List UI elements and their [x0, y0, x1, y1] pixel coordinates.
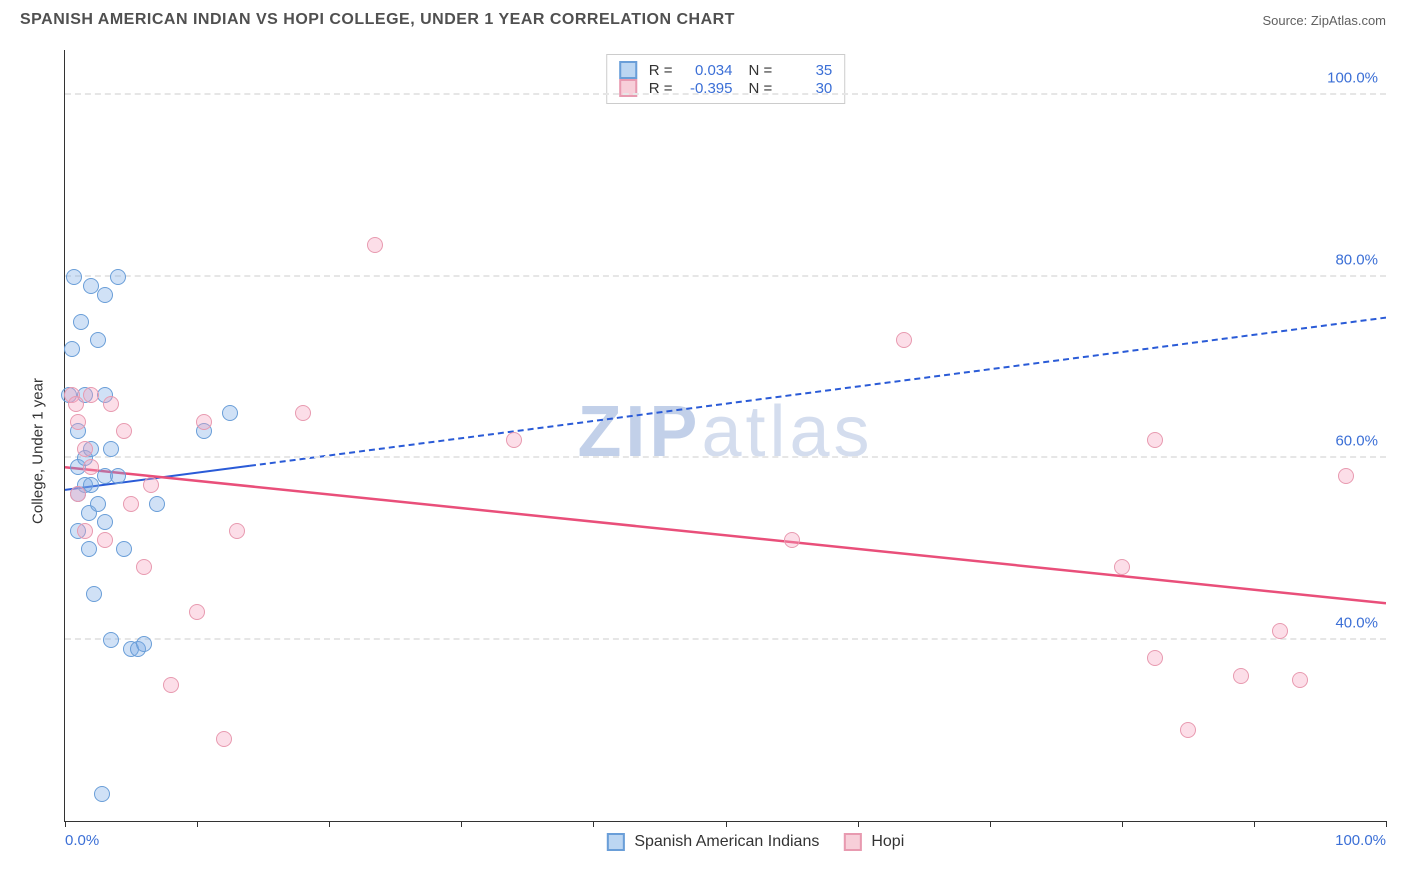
x-tick [990, 821, 991, 827]
scatter-point [1292, 672, 1308, 688]
scatter-point [70, 486, 86, 502]
n-label: N = [749, 62, 773, 79]
x-min-label: 0.0% [65, 832, 99, 849]
legend-item: Hopi [843, 833, 904, 851]
scatter-point [83, 459, 99, 475]
scatter-point [103, 441, 119, 457]
scatter-point [1272, 623, 1288, 639]
r-value: 0.034 [681, 62, 733, 79]
source-label: Source: ZipAtlas.com [1262, 13, 1386, 28]
x-tick [593, 821, 594, 827]
n-value: 35 [780, 62, 832, 79]
header: SPANISH AMERICAN INDIAN VS HOPI COLLEGE,… [0, 0, 1406, 40]
scatter-point [1338, 468, 1354, 484]
legend-series: Spanish American Indians Hopi [606, 833, 904, 851]
scatter-point [136, 559, 152, 575]
scatter-point [77, 441, 93, 457]
legend-stats: R =0.034N =35R =-0.395N =30 [606, 54, 846, 104]
x-tick [65, 821, 66, 827]
scatter-point [1147, 432, 1163, 448]
watermark-text-a: ZIP [577, 391, 701, 471]
trend-lines [65, 50, 1386, 821]
legend-swatch [619, 61, 637, 79]
scatter-point [97, 287, 113, 303]
x-max-label: 100.0% [1335, 832, 1386, 849]
x-tick [1386, 821, 1387, 827]
gridline [65, 275, 1386, 277]
scatter-point [784, 532, 800, 548]
scatter-point [66, 269, 82, 285]
scatter-point [68, 396, 84, 412]
r-label: R = [649, 62, 673, 79]
scatter-point [97, 514, 113, 530]
scatter-point [136, 636, 152, 652]
watermark: ZIPatlas [577, 390, 873, 472]
scatter-point [216, 731, 232, 747]
chart-title: SPANISH AMERICAN INDIAN VS HOPI COLLEGE,… [20, 11, 735, 29]
legend-stat-row: R = 0.034 N = 35 [619, 61, 833, 79]
scatter-point [110, 468, 126, 484]
scatter-point [163, 677, 179, 693]
gridline [65, 638, 1386, 640]
plot-area: ZIPatlas R =0.034N =35R =-0.395N =30 Spa… [64, 50, 1386, 822]
scatter-point [1147, 650, 1163, 666]
scatter-point [94, 786, 110, 802]
scatter-point [70, 414, 86, 430]
y-axis-label: College, Under 1 year [30, 378, 47, 524]
scatter-point [86, 586, 102, 602]
scatter-point [149, 496, 165, 512]
x-tick [329, 821, 330, 827]
scatter-point [229, 523, 245, 539]
scatter-point [367, 237, 383, 253]
legend-swatch [606, 833, 624, 851]
x-tick [726, 821, 727, 827]
y-tick-label: 60.0% [1335, 433, 1378, 450]
scatter-point [196, 414, 212, 430]
x-tick [1254, 821, 1255, 827]
legend-swatch [843, 833, 861, 851]
scatter-point [97, 532, 113, 548]
scatter-point [1180, 722, 1196, 738]
scatter-point [64, 341, 80, 357]
scatter-point [123, 496, 139, 512]
scatter-point [77, 523, 93, 539]
scatter-point [73, 314, 89, 330]
scatter-point [295, 405, 311, 421]
scatter-point [110, 269, 126, 285]
scatter-point [896, 332, 912, 348]
x-tick [1122, 821, 1123, 827]
scatter-point [116, 541, 132, 557]
x-tick [461, 821, 462, 827]
scatter-point [103, 396, 119, 412]
scatter-point [90, 496, 106, 512]
legend-label: Hopi [871, 833, 904, 851]
scatter-point [506, 432, 522, 448]
legend-label: Spanish American Indians [634, 833, 819, 851]
gridline [65, 456, 1386, 458]
gridline [65, 93, 1386, 95]
legend-item: Spanish American Indians [606, 833, 819, 851]
y-tick-label: 100.0% [1327, 70, 1378, 87]
chart-container: College, Under 1 year ZIPatlas R =0.034N… [44, 50, 1386, 852]
x-tick [858, 821, 859, 827]
scatter-point [90, 332, 106, 348]
x-tick [197, 821, 198, 827]
scatter-point [83, 387, 99, 403]
scatter-point [1233, 668, 1249, 684]
y-tick-label: 80.0% [1335, 251, 1378, 268]
scatter-point [81, 541, 97, 557]
scatter-point [116, 423, 132, 439]
y-tick-label: 40.0% [1335, 614, 1378, 631]
scatter-point [222, 405, 238, 421]
scatter-point [143, 477, 159, 493]
watermark-text-b: atlas [701, 391, 873, 471]
scatter-point [103, 632, 119, 648]
scatter-point [189, 604, 205, 620]
scatter-point [1114, 559, 1130, 575]
